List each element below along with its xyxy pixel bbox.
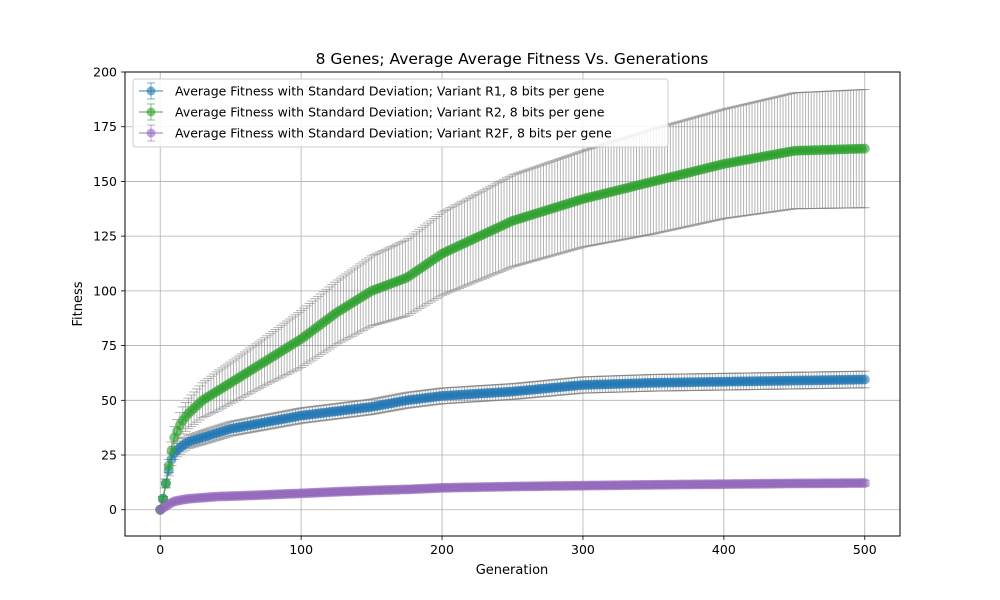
y-tick-label: 125 xyxy=(93,229,117,244)
x-tick-label: 500 xyxy=(853,542,877,557)
x-tick-label: 0 xyxy=(156,542,164,557)
legend: Average Fitness with Standard Deviation;… xyxy=(132,78,669,148)
data-point xyxy=(160,478,171,489)
series-markers xyxy=(155,374,870,515)
x-tick-label: 100 xyxy=(289,542,313,557)
plot-frame xyxy=(124,71,901,537)
data-point xyxy=(859,143,870,154)
series-markers xyxy=(155,143,870,515)
y-tick-label: 75 xyxy=(101,338,117,353)
data-point xyxy=(859,374,870,385)
legend-entry-label: Average Fitness with Standard Deviation;… xyxy=(175,84,605,99)
y-tick-label: 100 xyxy=(93,283,117,298)
plot-area: 0 100 200 300 400 500 0 25 50 75 100 125 150 175 200 xyxy=(93,65,901,558)
data-point xyxy=(859,478,870,489)
series-markers xyxy=(155,478,870,515)
y-tick-label: 25 xyxy=(101,448,117,463)
legend-handle-marker xyxy=(146,86,156,96)
x-axis-label: Generation xyxy=(476,563,549,578)
legend-handle-marker xyxy=(146,128,156,138)
x-tick-label: 400 xyxy=(712,542,736,557)
legend-entry-label: Average Fitness with Standard Deviation;… xyxy=(175,126,612,141)
y-tick-label: 175 xyxy=(93,119,117,134)
y-tick-label: 150 xyxy=(93,174,117,189)
y-tick-label: 0 xyxy=(109,502,117,517)
y-tick-label: 200 xyxy=(93,65,117,80)
y-tick-label: 50 xyxy=(101,393,117,408)
y-axis-label: Fitness xyxy=(71,281,86,326)
chart-title: 8 Genes; Average Average Fitness Vs. Gen… xyxy=(316,50,709,68)
series-markers xyxy=(155,143,870,515)
x-tick-label: 300 xyxy=(571,542,595,557)
legend-box xyxy=(132,78,669,148)
axis-ticks: 0 100 200 300 400 500 0 25 50 75 100 125 150 175 200 xyxy=(93,65,877,558)
legend-entry-label: Average Fitness with Standard Deviation;… xyxy=(175,105,605,120)
plot-background xyxy=(125,72,900,536)
data-point xyxy=(163,460,174,471)
legend-handle-marker xyxy=(146,107,156,117)
data-point xyxy=(166,445,177,456)
x-tick-label: 200 xyxy=(430,542,454,557)
